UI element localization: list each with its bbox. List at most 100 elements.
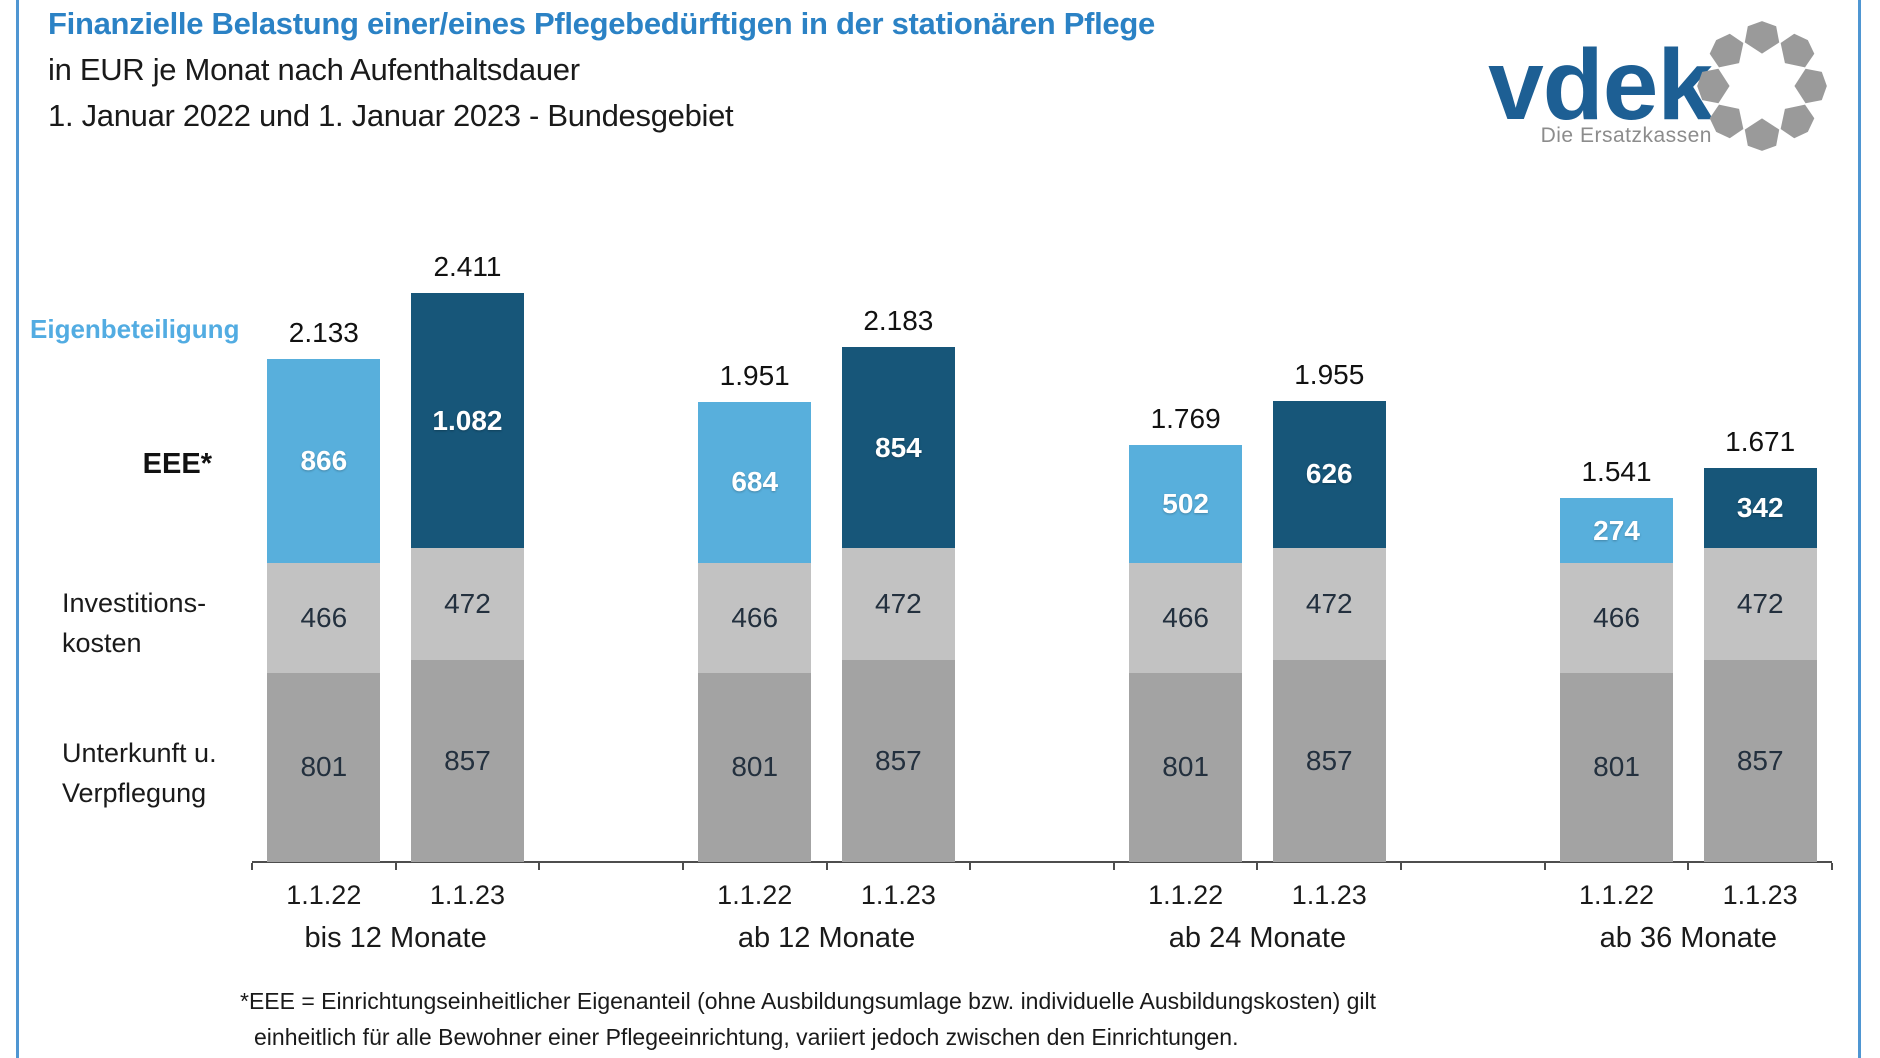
bar-total-label: 2.411 xyxy=(433,251,502,282)
row-label-unterkunft: Unterkunft u. Verpflegung xyxy=(62,733,217,813)
bar-segment-value: 466 xyxy=(1593,601,1640,633)
bar-segment-value: 801 xyxy=(731,751,779,783)
x-axis-tick xyxy=(825,863,828,870)
x-axis-line xyxy=(252,861,1832,863)
bar-segment-investitionskosten: 472 xyxy=(841,548,955,660)
x-axis-group-label: ab 36 Monate xyxy=(1599,922,1778,954)
bar-segment-value: 472 xyxy=(1736,588,1784,620)
bar-segment-value: 502 xyxy=(1162,487,1209,519)
bar-segment-value: 466 xyxy=(300,601,348,633)
bar-segment-investitionskosten: 466 xyxy=(698,562,812,673)
bar-segment-value: 866 xyxy=(300,444,348,476)
bar-segment-value: 466 xyxy=(1162,601,1209,633)
row-label-eee: EEE* xyxy=(142,448,212,480)
chart-period: 1. Januar 2022 und 1. Januar 2023 - Bund… xyxy=(48,98,734,133)
vdek-ring-icon xyxy=(1697,21,1827,151)
bar-segment-unterkunft: 801 xyxy=(1129,672,1243,862)
footnote-line1: *EEE = Einrichtungseinheitlicher Eigenan… xyxy=(240,988,1377,1014)
bar-segment-eee: 1.082 xyxy=(410,293,524,549)
bar-segment-value: 801 xyxy=(300,751,348,783)
x-axis-date-label: 1.1.23 xyxy=(860,880,936,910)
x-axis-tick xyxy=(1831,863,1833,870)
row-label-unterkunft-line2: Verpflegung xyxy=(62,778,207,808)
bar-segment-value: 466 xyxy=(731,601,779,633)
x-axis-tick xyxy=(1400,863,1403,870)
chart-subtitle: in EUR je Monat nach Aufenthaltsdauer xyxy=(48,52,580,87)
footnote-line2: einheitlich für alle Bewohner einer Pfle… xyxy=(254,1024,1239,1050)
bar-segment-investitionskosten: 466 xyxy=(267,562,381,673)
vdek-wordmark: vdek xyxy=(1488,29,1713,141)
x-axis-tick xyxy=(538,863,541,870)
x-axis-tick xyxy=(1687,863,1690,870)
bar-segment-unterkunft: 857 xyxy=(1272,659,1386,862)
x-axis-date-label: 1.1.23 xyxy=(1722,880,1798,910)
bar-segment-investitionskosten: 472 xyxy=(1703,548,1817,660)
x-axis-group-label: ab 12 Monate xyxy=(737,922,916,954)
bar-total-label: 2.183 xyxy=(863,304,934,336)
x-axis-group-label: ab 24 Monate xyxy=(1168,922,1347,954)
x-axis-tick xyxy=(681,863,684,870)
bar-segment-value: 626 xyxy=(1305,458,1353,490)
x-axis-tick xyxy=(1112,863,1115,870)
bar-segment-investitionskosten: 472 xyxy=(410,548,524,660)
bar-segment-eee: 342 xyxy=(1703,467,1817,549)
x-axis-tick xyxy=(1543,863,1546,870)
x-axis-tick xyxy=(1256,863,1259,870)
x-axis-date-label: 1.1.22 xyxy=(1578,880,1655,910)
bar-total-label: 2.133 xyxy=(288,316,359,348)
x-axis-date-label: 1.1.22 xyxy=(286,880,362,910)
chart-title: Finanzielle Belastung einer/eines Pflege… xyxy=(48,6,1155,41)
bar-segment-value: 801 xyxy=(1162,751,1209,783)
bar-segment-value: 857 xyxy=(444,744,491,776)
row-label-investitionskosten: Investitions- kosten xyxy=(62,583,206,663)
bar-segment-value: 472 xyxy=(875,588,922,620)
x-axis-tick xyxy=(251,863,253,870)
vdek-tagline: Die Ersatzkassen xyxy=(1540,124,1712,147)
bar-segment-eee: 684 xyxy=(698,401,812,563)
bar-segment-value: 342 xyxy=(1736,491,1784,523)
row-label-investitionskosten-line1: Investitions- xyxy=(62,588,207,618)
bar-total-label: 1.541 xyxy=(1581,456,1652,488)
bar-segment-eee: 502 xyxy=(1129,444,1243,563)
bar-segment-value: 801 xyxy=(1593,751,1640,783)
bar-segment-value: 857 xyxy=(1305,744,1353,776)
bar-segment-unterkunft: 801 xyxy=(267,672,381,862)
bar-segment-value: 1.082 xyxy=(432,404,503,436)
bar-total-label: 1.769 xyxy=(1150,402,1221,434)
bar-segment-value: 274 xyxy=(1593,514,1640,546)
bar-total-label: 1.671 xyxy=(1725,425,1796,457)
bar-segment-unterkunft: 857 xyxy=(410,659,524,862)
row-label-investitionskosten-line2: kosten xyxy=(62,628,142,658)
bar-total-label: 1.951 xyxy=(719,359,790,391)
bar-segment-unterkunft: 801 xyxy=(698,672,812,862)
x-axis-tick xyxy=(969,863,972,870)
bar-segment-value: 857 xyxy=(1736,744,1784,776)
bar-segment-investitionskosten: 466 xyxy=(1129,562,1243,673)
bar-segment-value: 857 xyxy=(875,744,922,776)
row-label-eigenbeteiligung: Eigenbeteiligung xyxy=(30,314,240,344)
bar-segment-eee: 854 xyxy=(841,346,955,549)
bar-segment-investitionskosten: 466 xyxy=(1560,562,1674,673)
x-axis-date-label: 1.1.23 xyxy=(1291,880,1367,910)
frame-border-right xyxy=(1858,0,1861,1058)
bar-segment-value: 854 xyxy=(875,431,922,463)
bar-segment-eee: 274 xyxy=(1560,498,1674,563)
bar-segment-value: 472 xyxy=(1305,588,1353,620)
x-axis-group-label: bis 12 Monate xyxy=(304,922,487,954)
bar-segment-investitionskosten: 472 xyxy=(1272,548,1386,660)
bar-total-label: 1.955 xyxy=(1294,358,1365,390)
row-label-unterkunft-line1: Unterkunft u. xyxy=(62,738,217,768)
x-axis-date-label: 1.1.23 xyxy=(429,880,505,910)
bar-segment-unterkunft: 857 xyxy=(841,659,955,862)
bar-segment-value: 684 xyxy=(731,466,779,498)
x-axis-tick xyxy=(394,863,397,870)
bar-segment-eee: 866 xyxy=(267,358,381,563)
frame-border-left xyxy=(16,0,19,1058)
x-axis-date-label: 1.1.22 xyxy=(717,880,793,910)
bar-segment-unterkunft: 857 xyxy=(1703,659,1817,862)
x-axis-date-label: 1.1.22 xyxy=(1148,880,1224,910)
bar-segment-eee: 626 xyxy=(1272,400,1386,549)
bar-segment-value: 472 xyxy=(444,588,491,620)
